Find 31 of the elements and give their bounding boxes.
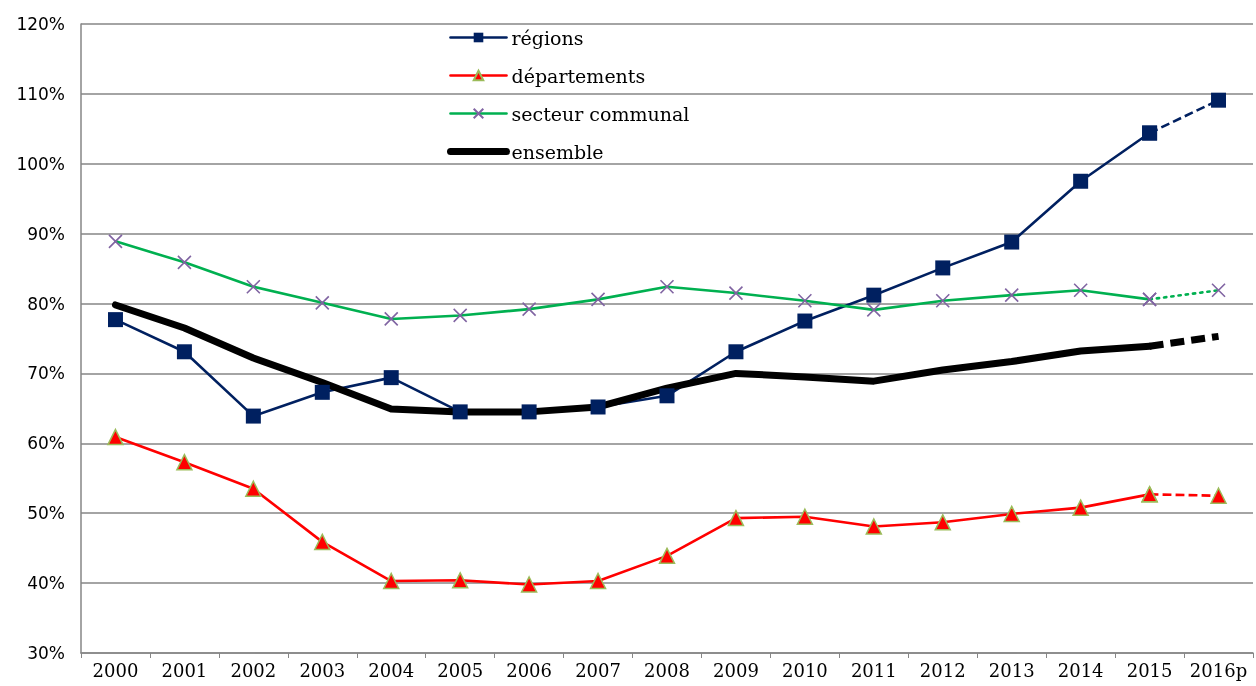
x-tick-label: 2016p [1189, 659, 1248, 681]
x-tick-label: 2001 [161, 659, 208, 681]
x-tick-label: 2008 [644, 659, 690, 681]
x-tick-label: 2013 [988, 659, 1035, 681]
x-tick-label: 2015 [1126, 659, 1173, 681]
legend-label: départements [511, 64, 646, 87]
y-tick-label: 110% [16, 83, 65, 104]
x-tick-label: 2006 [506, 659, 553, 681]
y-tick-label: 90% [27, 223, 65, 244]
y-tick-label: 70% [27, 363, 65, 384]
x-tick-label: 2009 [713, 659, 759, 681]
legend-label: régions [511, 26, 584, 49]
x-tick-label: 2005 [437, 659, 484, 681]
y-tick-label: 30% [27, 643, 65, 663]
x-tick-label: 2000 [92, 659, 139, 681]
x-tick-label: 2007 [575, 659, 621, 681]
x-tick-label: 2004 [368, 659, 415, 681]
legend-label: ensemble [511, 140, 604, 163]
y-tick-label: 100% [16, 153, 65, 174]
x-tick-label: 2003 [299, 659, 346, 681]
y-tick-label: 50% [27, 503, 65, 524]
x-tick-label: 2010 [781, 659, 828, 681]
y-tick-label: 80% [27, 293, 65, 314]
legend-label: secteur communal [511, 102, 690, 125]
x-tick-label: 2011 [850, 659, 897, 681]
y-tick-label: 120% [16, 14, 65, 34]
y-tick-label: 40% [27, 573, 65, 594]
x-tick-label: 2012 [919, 659, 966, 681]
x-tick-label: 2002 [230, 659, 277, 681]
y-tick-label: 60% [27, 433, 65, 454]
x-tick-label: 2014 [1057, 659, 1104, 681]
